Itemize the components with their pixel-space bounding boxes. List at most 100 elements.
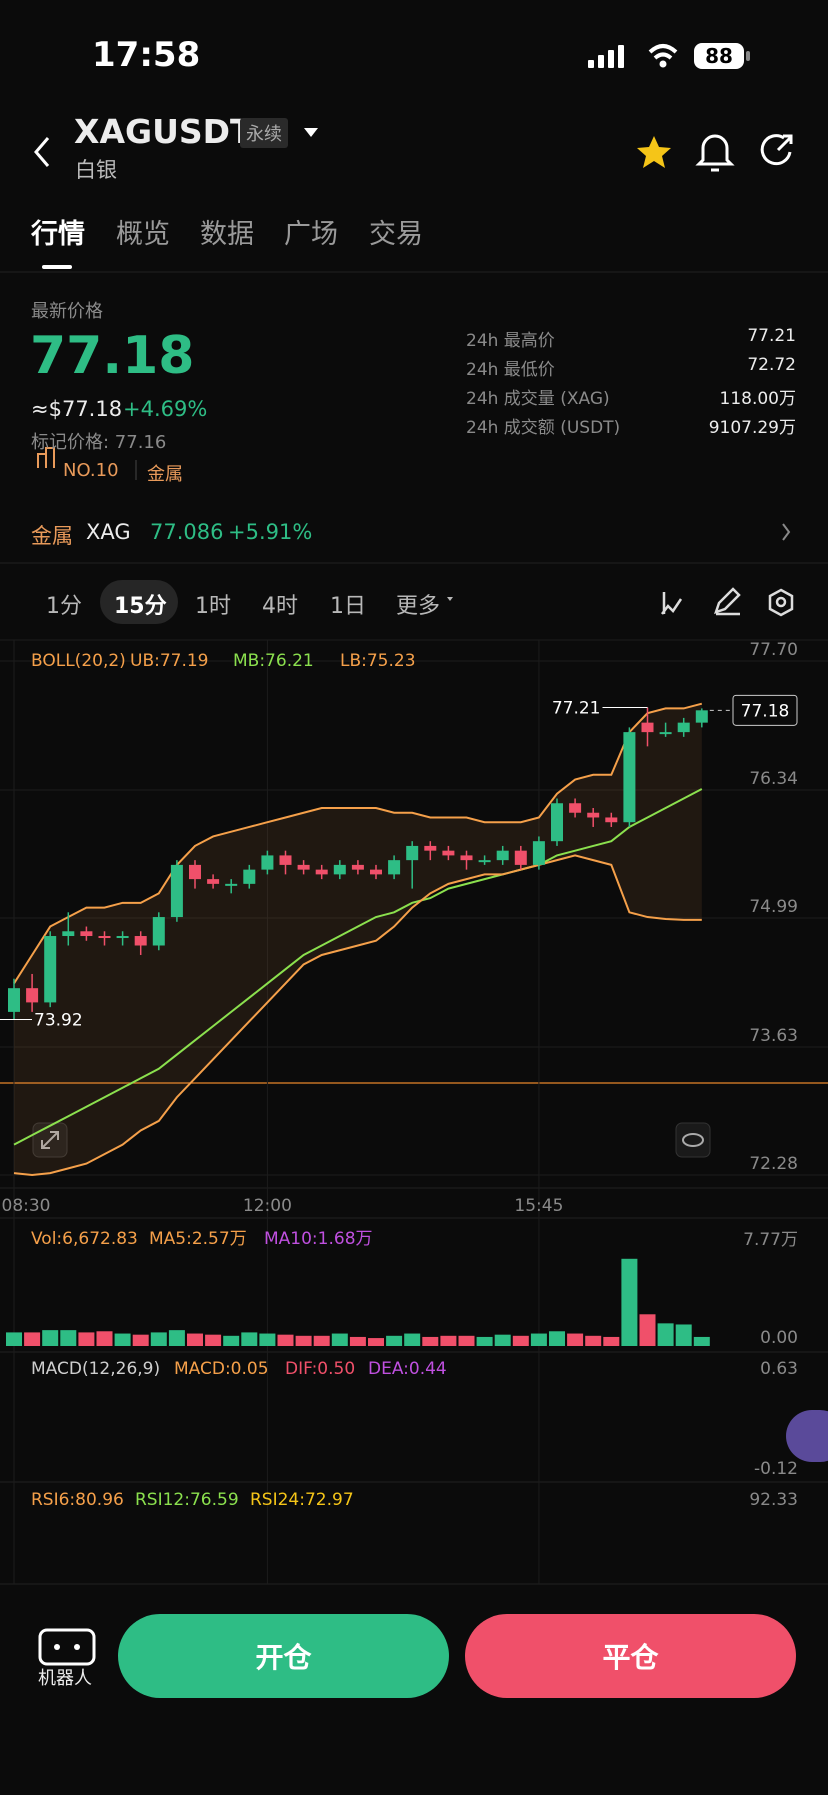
dropdown-arrow[interactable] [447,597,453,601]
sector-tag[interactable]: 金属 [147,464,183,485]
usd-price: ≈$77.18 [31,397,123,421]
settings-icon[interactable] [775,596,787,608]
candle-body [315,869,328,875]
tab[interactable]: 概览 [116,219,170,250]
candle-body [388,860,401,875]
chevron[interactable] [782,523,791,541]
symbol: XAGUSDT [74,112,253,151]
rank-icon [37,447,55,468]
x-tick-label: 08:30 [2,1196,51,1216]
signal-icon [588,45,624,68]
price-change: +4.69% [123,397,208,421]
candle-body [261,855,274,870]
stat-label: 24h 最高价 [466,331,555,351]
visibility-button[interactable] [675,1122,711,1158]
robot-icon[interactable] [54,1644,60,1650]
rsi-legend: RSI6:80.96 [31,1490,124,1510]
timeframe[interactable]: 1日 [330,594,366,619]
volume-bar [512,1335,529,1346]
macd-legend: DEA:0.44 [368,1359,447,1379]
volume-bar [223,1335,240,1346]
rank: NO.10 [63,460,119,481]
last-price-box [732,694,798,726]
y-tick-label: 74.99 [749,897,798,917]
battery-icon [694,43,744,69]
indicator-title: BOLL(20,2) [31,651,126,671]
tab[interactable]: 数据 [200,219,254,250]
market-sector[interactable]: 金属 [31,524,73,548]
candle-body [641,722,654,733]
y-tick-label: 0.00 [760,1328,798,1348]
timeframe[interactable]: 1时 [195,594,231,619]
volume-bar [675,1324,692,1346]
candle-body [605,817,618,823]
favorite-star[interactable] [637,136,671,168]
volume-bar [404,1333,421,1346]
market-change[interactable]: +5.91% [228,520,313,544]
candle-body [587,812,600,818]
macd-legend: MACD:0.05 [174,1359,269,1379]
market-symbol[interactable]: XAG [86,520,131,544]
macd-legend: DIF:0.50 [285,1359,355,1379]
rsi-legend: RSI12:76.59 [135,1490,239,1510]
candle-body [297,864,310,870]
macd-legend: MACD(12,26,9) [31,1359,160,1379]
price-label[interactable]: 最新价格 [31,301,103,322]
stat-value: 9107.29万 [708,418,796,438]
eye-icon[interactable] [682,1133,704,1147]
volume-bar [313,1335,330,1346]
y-tick-label: -0.12 [754,1459,798,1479]
tab[interactable]: 交易 [369,219,423,250]
draw-icon[interactable] [714,587,741,616]
open-position-button[interactable]: 开仓 [118,1614,449,1698]
volume-bar [603,1336,620,1346]
high-label: 77.21 [552,698,601,718]
boll-line [13,702,703,984]
candle-body [170,864,183,918]
candle-body [152,917,165,946]
back-button[interactable] [34,137,50,167]
volume-bar [621,1258,638,1346]
close-position-button[interactable]: 平仓 [465,1614,796,1698]
wifi-icon [648,44,678,60]
share-icon[interactable] [760,134,793,166]
boll-line [13,854,702,1177]
volume-legend: MA10:1.68万 [264,1229,373,1249]
floating-assistant[interactable] [786,1410,828,1462]
candle-body [279,855,292,865]
settings-icon[interactable] [768,588,794,617]
stat-value: 118.00万 [719,389,796,409]
dropdown-arrow[interactable] [304,128,318,137]
candle-body [569,803,582,813]
stat-label: 24h 成交额 (USDT) [466,418,621,438]
expand-icon[interactable] [41,1131,59,1149]
indicator-icon[interactable] [661,592,683,615]
bell-icon[interactable] [695,134,735,172]
y-tick-label: 0.63 [760,1359,798,1379]
tab[interactable]: 行情 [31,219,85,250]
robot-label[interactable]: 机器人 [38,1668,92,1689]
volume-bar [386,1335,403,1346]
robot-icon[interactable] [38,1628,96,1666]
candle-body [243,869,256,884]
volume-bar [6,1332,22,1346]
tab[interactable]: 广场 [284,219,338,250]
timeframe[interactable]: 1分 [46,594,82,619]
candle-body [514,850,527,865]
timeframe[interactable]: 4时 [262,594,298,619]
timeframe[interactable]: 更多 [396,594,441,619]
timeframe-pill [100,580,178,624]
candle-body [189,864,201,880]
candle-body [44,936,57,1003]
volume-bar [530,1333,547,1346]
timeframe[interactable]: 15分 [114,594,167,619]
robot-icon[interactable] [74,1644,80,1650]
market-price[interactable]: 77.086 [150,520,224,544]
y-tick-label: 73.63 [749,1026,798,1046]
volume-bar [440,1335,457,1346]
candle-body [460,855,473,861]
volume-bar [368,1338,384,1346]
candle-body [207,879,220,884]
